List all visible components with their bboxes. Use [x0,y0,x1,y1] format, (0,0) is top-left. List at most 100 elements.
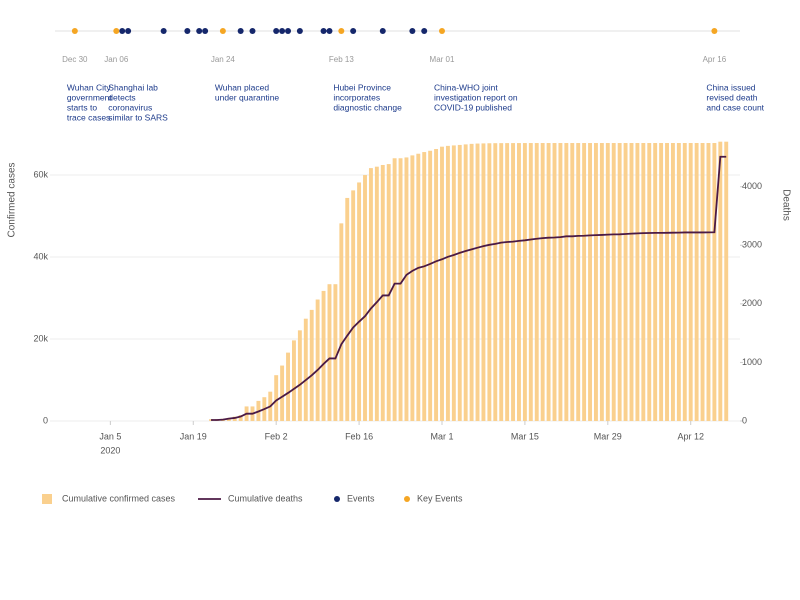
bar [665,143,669,422]
bar [451,145,456,422]
key-event-text: China issued [706,82,755,92]
bar [564,143,569,421]
legend-label: Cumulative deaths [228,493,303,503]
y2-tick-label: 3000 [742,240,762,250]
bar [398,158,403,421]
key-event-date: Dec 30 [62,55,88,64]
bar [238,415,243,421]
bar [676,143,681,422]
key-event-text: Wuhan City [67,82,112,92]
bar [594,143,598,421]
bar [647,143,652,422]
key-event-text: incorporates [333,92,380,102]
bar [511,143,516,421]
bar [374,166,379,421]
legend-swatch [404,496,410,502]
bar [522,143,527,421]
bar [499,143,504,421]
x-tick-label: Mar 29 [594,431,622,441]
bar [517,143,521,421]
event-dot [119,28,126,34]
key-event-text: trace cases [67,112,110,122]
event-dot [237,28,244,34]
bar [475,143,480,421]
event-dot [184,28,191,34]
x-tick-label: Jan 19 [180,431,207,441]
event-dot [279,28,286,34]
bar [582,143,587,421]
key-event-text: under quarantine [215,92,280,102]
bar [463,144,468,421]
bar [434,149,439,421]
key-event-text: investigation report on [434,92,518,102]
event-dot [249,28,256,34]
event-dot [421,28,428,34]
y2-tick-label: 1000 [742,357,762,367]
bar [546,143,551,421]
bar [481,143,486,421]
event-dot [379,28,386,34]
bar [392,158,397,421]
y2-axis-label: Deaths [780,189,791,221]
legend-swatch [42,494,52,504]
bar [528,143,533,421]
bar [416,153,421,421]
bar [712,143,717,422]
key-event-text: Wuhan placed [215,82,269,92]
bar [363,175,367,421]
bar [422,152,427,421]
bar [327,284,332,421]
key-event-dot [711,28,718,34]
bar [617,143,622,421]
key-event-dot [219,28,226,34]
y-tick-label: 40k [33,251,48,261]
key-event-dot [71,28,78,34]
x-tick-label: Mar 15 [511,431,539,441]
bar [303,318,308,421]
bar [274,375,279,421]
bar [286,352,290,421]
y-axis-label: Confirmed cases [7,162,18,237]
key-event-text: China-WHO joint [434,82,498,92]
key-event-date: Apr 16 [703,55,727,64]
bar [309,309,314,421]
bar [611,143,616,421]
event-dot [202,28,209,34]
key-event-text: revised death [706,92,757,102]
bar [540,143,545,421]
bar [345,197,350,421]
bar [706,143,711,422]
x-tick-label: Apr 12 [677,431,704,441]
legend-label: Cumulative confirmed cases [62,493,176,503]
bar [321,290,326,421]
key-event-dot [438,28,445,34]
bar [339,223,344,421]
bar [534,143,539,421]
bar [445,145,450,422]
key-event-text: Hubei Province [333,82,391,92]
bar [440,146,444,421]
bar [351,190,356,421]
bar [599,143,604,421]
bar [724,141,729,421]
bar [570,143,575,421]
event-dot [296,28,303,34]
key-event-text: Shanghai lab [108,82,158,92]
key-event-text: government [67,92,113,102]
legend-label: Events [347,493,375,503]
bar [670,143,675,422]
event-dot [350,28,357,34]
bar [659,143,664,422]
key-event-date: Feb 13 [329,55,354,64]
key-event-text: detects [108,92,135,102]
bar [297,330,302,421]
key-event-date: Jan 24 [211,55,236,64]
key-event-date: Mar 01 [430,55,455,64]
bar [688,143,693,422]
bar [576,143,581,421]
bar [629,143,634,422]
bar [493,143,498,421]
x-tick-label: Mar 1 [430,431,453,441]
bar [457,144,462,422]
